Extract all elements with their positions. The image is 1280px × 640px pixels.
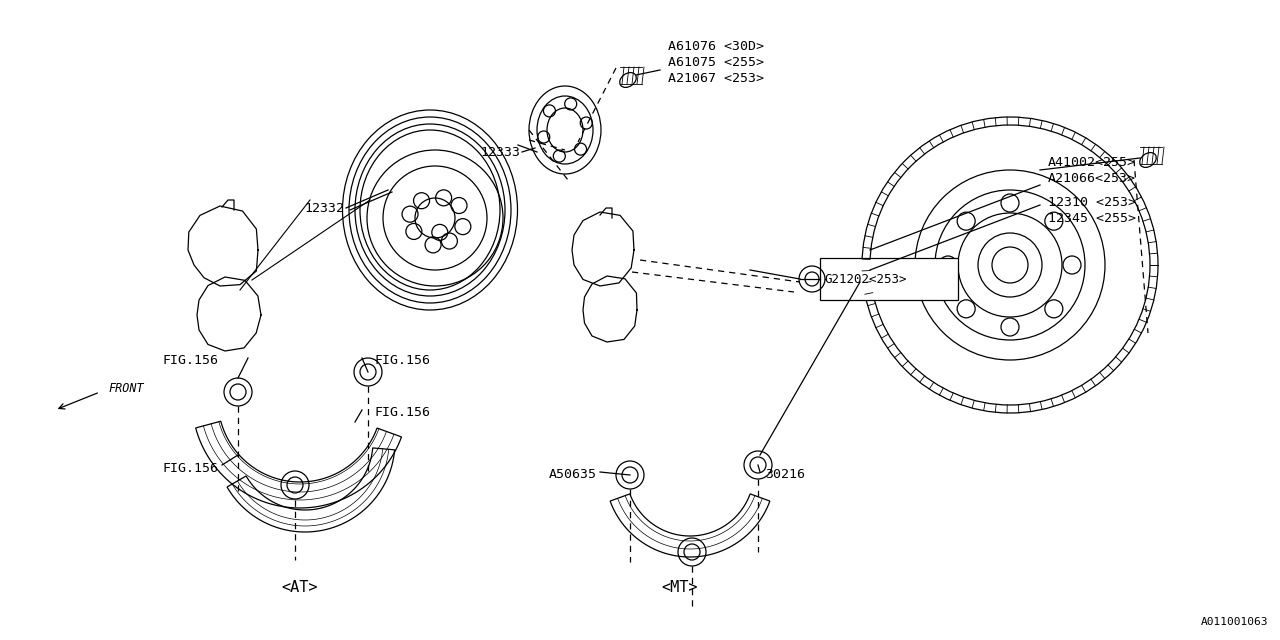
- Text: 12345 <255>: 12345 <255>: [1048, 211, 1137, 225]
- Text: FRONT: FRONT: [108, 381, 143, 394]
- Text: FIG.156: FIG.156: [163, 353, 218, 367]
- Text: A50635: A50635: [549, 468, 596, 481]
- Text: 12333: 12333: [480, 145, 520, 159]
- Text: A61076 <30D>: A61076 <30D>: [668, 40, 764, 52]
- Text: 30216: 30216: [765, 468, 805, 481]
- Text: <AT>: <AT>: [282, 580, 319, 595]
- Text: A21067 <253>: A21067 <253>: [668, 72, 764, 84]
- Text: FIG.156: FIG.156: [163, 461, 218, 474]
- Bar: [820, 258, 957, 300]
- Text: A21066<253>: A21066<253>: [1048, 172, 1137, 184]
- Text: <MT>: <MT>: [662, 580, 699, 595]
- Text: 12310 <253>: 12310 <253>: [1048, 195, 1137, 209]
- Text: A011001063: A011001063: [1201, 617, 1268, 627]
- Text: A61075 <255>: A61075 <255>: [668, 56, 764, 68]
- Text: FIG.156: FIG.156: [374, 406, 430, 419]
- Text: G21202<253>: G21202<253>: [824, 273, 906, 285]
- Text: FIG.156: FIG.156: [374, 353, 430, 367]
- Text: A41002<255>: A41002<255>: [1048, 156, 1137, 168]
- Text: 12332: 12332: [305, 202, 344, 214]
